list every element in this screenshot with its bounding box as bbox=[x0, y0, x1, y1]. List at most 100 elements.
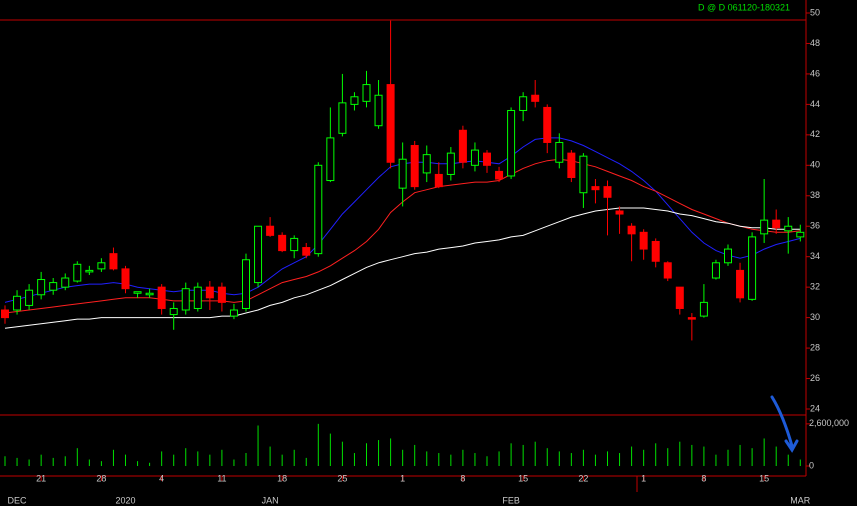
x-tick-label: 1 bbox=[641, 473, 646, 483]
month-label: MAR bbox=[790, 495, 811, 505]
candle-body bbox=[579, 155, 588, 194]
candle-body bbox=[470, 149, 479, 166]
candle-body bbox=[37, 279, 46, 296]
candle-body bbox=[543, 106, 552, 143]
candle-body bbox=[651, 240, 660, 262]
x-tick-label: 15 bbox=[518, 473, 528, 483]
candle-body bbox=[603, 186, 612, 198]
candle-body bbox=[85, 269, 94, 273]
candle-body bbox=[434, 173, 443, 188]
candle-body bbox=[639, 231, 648, 250]
x-tick-label: 18 bbox=[277, 473, 287, 483]
candle-body bbox=[519, 96, 528, 111]
candle-body bbox=[507, 109, 516, 177]
candle-body bbox=[748, 236, 757, 300]
candle-body bbox=[446, 152, 455, 175]
candle-body bbox=[350, 96, 359, 105]
month-label: JAN bbox=[262, 495, 279, 505]
month-label: FEB bbox=[502, 495, 520, 505]
candle-body bbox=[736, 269, 745, 299]
y-tick-label: 24 bbox=[810, 403, 820, 413]
candle-body bbox=[458, 129, 467, 163]
volume-tick-label: 2,600,000 bbox=[809, 418, 849, 428]
candle-body bbox=[531, 94, 540, 102]
candle-body bbox=[193, 286, 202, 309]
candle-body bbox=[49, 282, 58, 291]
candle-body bbox=[796, 231, 805, 238]
candle-body bbox=[555, 141, 564, 163]
candle-body bbox=[687, 317, 696, 320]
x-tick-label: 25 bbox=[337, 473, 347, 483]
candle-body bbox=[784, 225, 793, 232]
y-tick-label: 26 bbox=[810, 373, 820, 383]
candle-body bbox=[627, 225, 636, 235]
candle-body bbox=[169, 307, 178, 316]
candle-body bbox=[567, 152, 576, 178]
candle-body bbox=[374, 94, 383, 127]
x-tick-label: 21 bbox=[36, 473, 46, 483]
candle-body bbox=[422, 154, 431, 174]
marks: 242628303234363840424446485002,600,000DE… bbox=[1, 7, 849, 505]
candle-body bbox=[97, 262, 106, 270]
y-tick-label: 28 bbox=[810, 342, 820, 352]
y-tick-label: 30 bbox=[810, 312, 820, 322]
candle-body bbox=[302, 247, 311, 256]
candle-body bbox=[711, 262, 720, 279]
candle-body bbox=[205, 286, 214, 299]
candle-body bbox=[1, 309, 9, 319]
candle-body bbox=[217, 286, 226, 303]
candle-body bbox=[483, 152, 491, 166]
candle-body bbox=[760, 219, 769, 235]
candle-body bbox=[615, 210, 624, 215]
candle-body bbox=[699, 301, 708, 317]
y-tick-label: 42 bbox=[810, 129, 820, 139]
candle-body bbox=[73, 263, 82, 282]
candle-body bbox=[109, 253, 118, 270]
x-tick-label: 11 bbox=[217, 473, 226, 483]
candle-body bbox=[591, 186, 600, 191]
x-tick-label: 8 bbox=[701, 473, 706, 483]
annotation-arrow bbox=[770, 395, 799, 453]
candle-body bbox=[724, 248, 732, 264]
y-tick-label: 38 bbox=[810, 190, 820, 200]
y-tick-label: 44 bbox=[810, 99, 820, 109]
x-tick-label: 22 bbox=[578, 473, 588, 483]
candle-body bbox=[362, 84, 371, 102]
candle-body bbox=[145, 292, 154, 296]
candle-body bbox=[13, 295, 22, 311]
y-tick-label: 46 bbox=[810, 68, 820, 78]
y-tick-label: 50 bbox=[810, 7, 820, 17]
candle-body bbox=[663, 262, 672, 279]
volume-tick-label: 0 bbox=[809, 460, 814, 470]
candle-body bbox=[338, 102, 347, 134]
y-tick-label: 36 bbox=[810, 221, 820, 231]
candle-body bbox=[675, 286, 684, 309]
candle-body bbox=[181, 288, 190, 311]
candle-body bbox=[266, 225, 275, 236]
x-tick-label: 15 bbox=[759, 473, 769, 483]
candle-body bbox=[25, 289, 34, 306]
candle-body bbox=[314, 164, 323, 255]
candle-body bbox=[410, 145, 419, 188]
candle-body bbox=[398, 158, 407, 189]
y-tick-label: 34 bbox=[810, 251, 820, 261]
chart-title: D @ D 061120-180321 bbox=[698, 2, 790, 12]
candle-body bbox=[290, 237, 299, 252]
candle-body bbox=[326, 137, 335, 182]
y-tick-label: 40 bbox=[810, 160, 820, 170]
candle-body bbox=[386, 84, 395, 163]
candle-body bbox=[133, 291, 142, 294]
moving-average-line bbox=[4, 207, 801, 329]
x-tick-label: 1 bbox=[400, 473, 405, 483]
month-label: 2020 bbox=[115, 495, 135, 505]
candle-body bbox=[495, 170, 504, 180]
x-tick-label: 8 bbox=[460, 473, 465, 483]
x-tick-label: 4 bbox=[159, 473, 164, 483]
candle-body bbox=[61, 277, 70, 288]
candle-body bbox=[229, 309, 238, 317]
candle-body bbox=[157, 286, 166, 309]
candle-body bbox=[278, 234, 287, 252]
candle-body bbox=[772, 219, 781, 229]
